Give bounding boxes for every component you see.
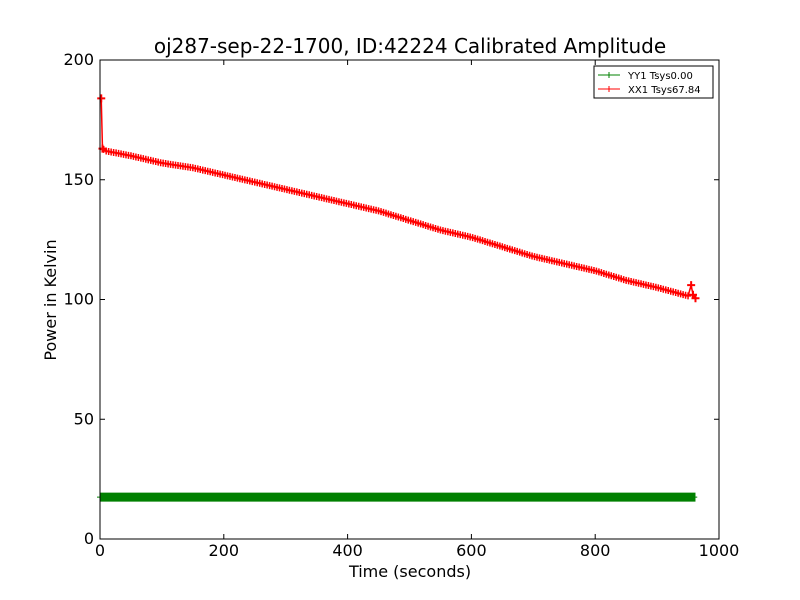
x-tick-label: 0 — [95, 541, 105, 560]
y-tick-label: 100 — [63, 290, 94, 309]
data-point-xx1 — [684, 292, 692, 300]
data-point-xx1 — [687, 281, 696, 290]
data-point-yy1 — [691, 494, 698, 501]
x-axis-label: Time (seconds) — [348, 562, 471, 581]
data-point-xx1 — [97, 94, 106, 103]
y-tick-label: 50 — [74, 409, 94, 428]
plot-area — [97, 94, 700, 502]
x-tick-label: 400 — [332, 541, 363, 560]
axes-ticks: 0 200 400 600 800 1000 0 50 100 150 200 — [63, 50, 739, 560]
plot-frame — [99, 59, 720, 540]
data-point-xx1 — [691, 294, 700, 303]
y-tick-label: 0 — [84, 529, 94, 548]
y-tick-label: 150 — [63, 170, 94, 189]
y-tick-label: 200 — [63, 50, 94, 69]
x-tick-label: 200 — [209, 541, 240, 560]
chart-title: oj287-sep-22-1700, ID:42224 Calibrated A… — [154, 34, 666, 58]
legend: YY1 Tsys0.00 XX1 Tsys67.84 — [593, 65, 714, 99]
x-tick-label: 600 — [456, 541, 487, 560]
x-tick-label: 1000 — [699, 541, 740, 560]
legend-box — [593, 65, 714, 99]
legend-label: XX1 Tsys67.84 — [628, 85, 701, 96]
series-line-xx1 — [100, 98, 697, 299]
legend-label: YY1 Tsys0.00 — [627, 71, 693, 82]
x-tick-label: 800 — [580, 541, 611, 560]
y-axis-label: Power in Kelvin — [41, 239, 60, 360]
